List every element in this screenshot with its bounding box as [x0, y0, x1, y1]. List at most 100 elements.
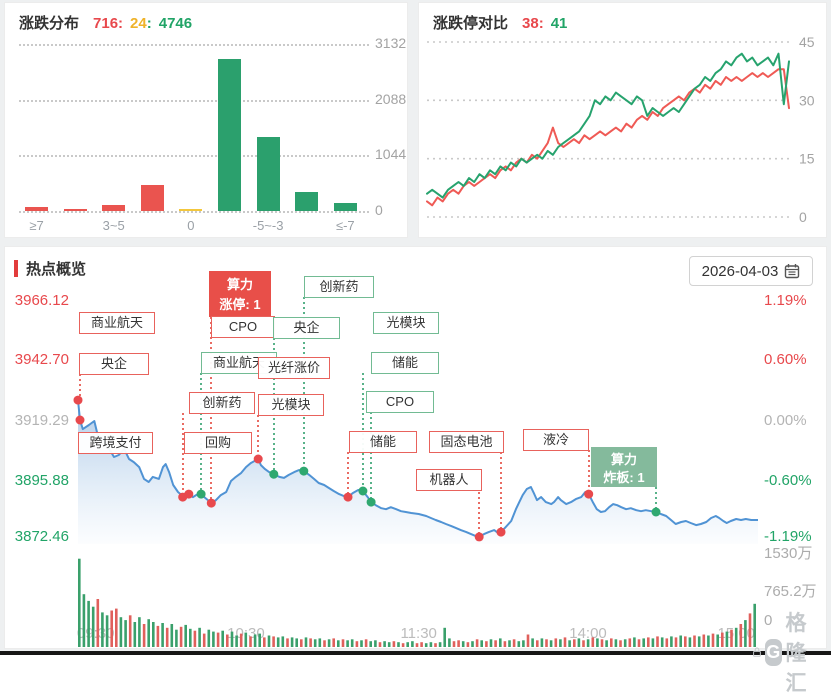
hotspot-tag[interactable]: 商业航天	[79, 312, 155, 334]
hotspot-tag[interactable]: 算力 涨停: 1	[209, 271, 271, 317]
date-value: 2026-04-03	[701, 262, 779, 280]
gelonghui-logo: G	[764, 638, 782, 666]
x-tick-label: -5~-3	[252, 218, 284, 233]
volume-bar	[697, 636, 701, 647]
hotspot-tag[interactable]: 创新药	[304, 276, 374, 298]
volume-bar	[128, 615, 132, 647]
volume-bar	[207, 629, 211, 647]
volume-bar	[443, 627, 446, 647]
event-dot-green	[358, 486, 368, 496]
dist-bar	[218, 58, 241, 211]
hotspot-tag[interactable]: CPO	[366, 391, 434, 413]
volume-bar	[216, 632, 220, 647]
event-dot-green	[366, 497, 376, 507]
volume-bar	[313, 639, 317, 647]
hotspot-tag[interactable]: 回购	[184, 432, 252, 454]
volume-bar	[656, 636, 659, 647]
count-down: 4746	[158, 15, 193, 32]
volume-bar	[179, 626, 183, 647]
volume-bar	[198, 627, 201, 647]
volume-bar	[119, 617, 123, 647]
hotspot-tag[interactable]: 光纤涨价	[258, 357, 330, 379]
volume-bar	[475, 639, 479, 647]
volume-bar	[434, 643, 437, 647]
volume-bar	[647, 637, 650, 647]
volume-bar	[549, 640, 553, 647]
volume-bar	[522, 640, 525, 647]
tag-line1: 算力	[226, 277, 253, 292]
hotspot-tag[interactable]: 机器人	[416, 469, 482, 491]
volume-bar	[156, 625, 160, 647]
event-dot-red	[73, 395, 83, 405]
date-picker[interactable]: 2026-04-03	[689, 256, 813, 286]
price-axis-label: 3942.70	[14, 351, 69, 368]
volume-bar	[610, 638, 613, 647]
volume-bar	[508, 640, 511, 647]
event-dot-green	[651, 507, 661, 517]
volume-bar	[503, 641, 507, 647]
volume-bar	[276, 637, 280, 647]
panel-hotspot-overview: 热点概览 2026-04-03 3966.12 3942.70 3919.29 389…	[4, 246, 827, 695]
hotspot-tag[interactable]: CPO	[211, 316, 275, 338]
volume-bar	[489, 639, 493, 647]
hotspot-tag[interactable]: 光模块	[373, 312, 439, 334]
x-tick-label: 0	[187, 218, 195, 233]
hotspot-tag[interactable]: 储能	[371, 352, 439, 374]
hotspot-tag[interactable]: 液冷	[523, 429, 589, 451]
title-accent-bar	[14, 260, 18, 277]
volume-bar	[272, 636, 275, 647]
volume-bar	[304, 637, 308, 647]
volume-bar	[161, 623, 164, 647]
volume-bar	[563, 637, 567, 647]
volume-bar	[693, 635, 696, 647]
volume-bar	[614, 639, 618, 647]
panel-title: 涨跌分布	[19, 15, 80, 32]
volume-bar	[369, 641, 372, 647]
volume-bar	[337, 640, 340, 647]
hotspot-tag[interactable]: 央企	[79, 353, 149, 375]
volume-bar	[526, 634, 530, 647]
hotspot-tag[interactable]: 储能	[349, 431, 417, 453]
event-dot-red	[206, 498, 216, 508]
hotspot-tag[interactable]: 光模块	[258, 394, 324, 416]
y-tick-label: 0	[799, 209, 807, 225]
separator: :	[146, 15, 152, 32]
volume-bar	[364, 639, 368, 647]
volume-bar	[115, 608, 118, 647]
volume-bar	[193, 630, 197, 647]
volume-bar	[457, 640, 460, 647]
event-dot-red	[75, 415, 85, 425]
dist-bar	[295, 192, 319, 211]
volume-bar	[512, 639, 516, 647]
volume-bar	[411, 641, 414, 647]
volume-bar	[267, 635, 271, 647]
volume-bar	[147, 619, 150, 647]
dist-bar	[256, 136, 280, 211]
volume-bar	[387, 642, 391, 647]
price-axis-label: 3872.46	[14, 528, 69, 545]
percent-axis-label: -0.60%	[764, 472, 812, 489]
tag-line2: 炸板: 1	[603, 470, 645, 485]
green-series-line	[426, 52, 790, 199]
hotspot-tag[interactable]: 算力 炸板: 1	[591, 447, 657, 487]
event-dot-green	[269, 469, 279, 479]
hotspot-tag[interactable]: 央企	[273, 317, 340, 339]
hotspot-tag[interactable]: 创新药	[189, 392, 255, 414]
y-tick-label: 45	[799, 34, 815, 50]
time-axis-label: 09:30	[76, 625, 115, 642]
time-axis-label: 11:30	[400, 625, 437, 642]
volume-bar	[300, 639, 303, 647]
dist-bar	[140, 184, 164, 211]
volume-bar	[452, 641, 456, 647]
volume-bar	[184, 624, 187, 647]
hotspot-tag[interactable]: 跨境支付	[78, 432, 153, 454]
hotspot-tag[interactable]: 固态电池	[429, 431, 504, 453]
dist-bar	[102, 205, 126, 211]
y-tick-label: 15	[799, 151, 815, 167]
volume-bar	[124, 620, 127, 647]
panel-updown-distribution: 涨跌分布 716 : 24 : 4746 3132 2088 1044 0 ≥7 3~5…	[4, 2, 408, 238]
volume-bar	[670, 636, 673, 647]
red-series-line	[426, 68, 790, 207]
volume-bar	[332, 638, 335, 647]
volume-bar	[189, 628, 192, 647]
